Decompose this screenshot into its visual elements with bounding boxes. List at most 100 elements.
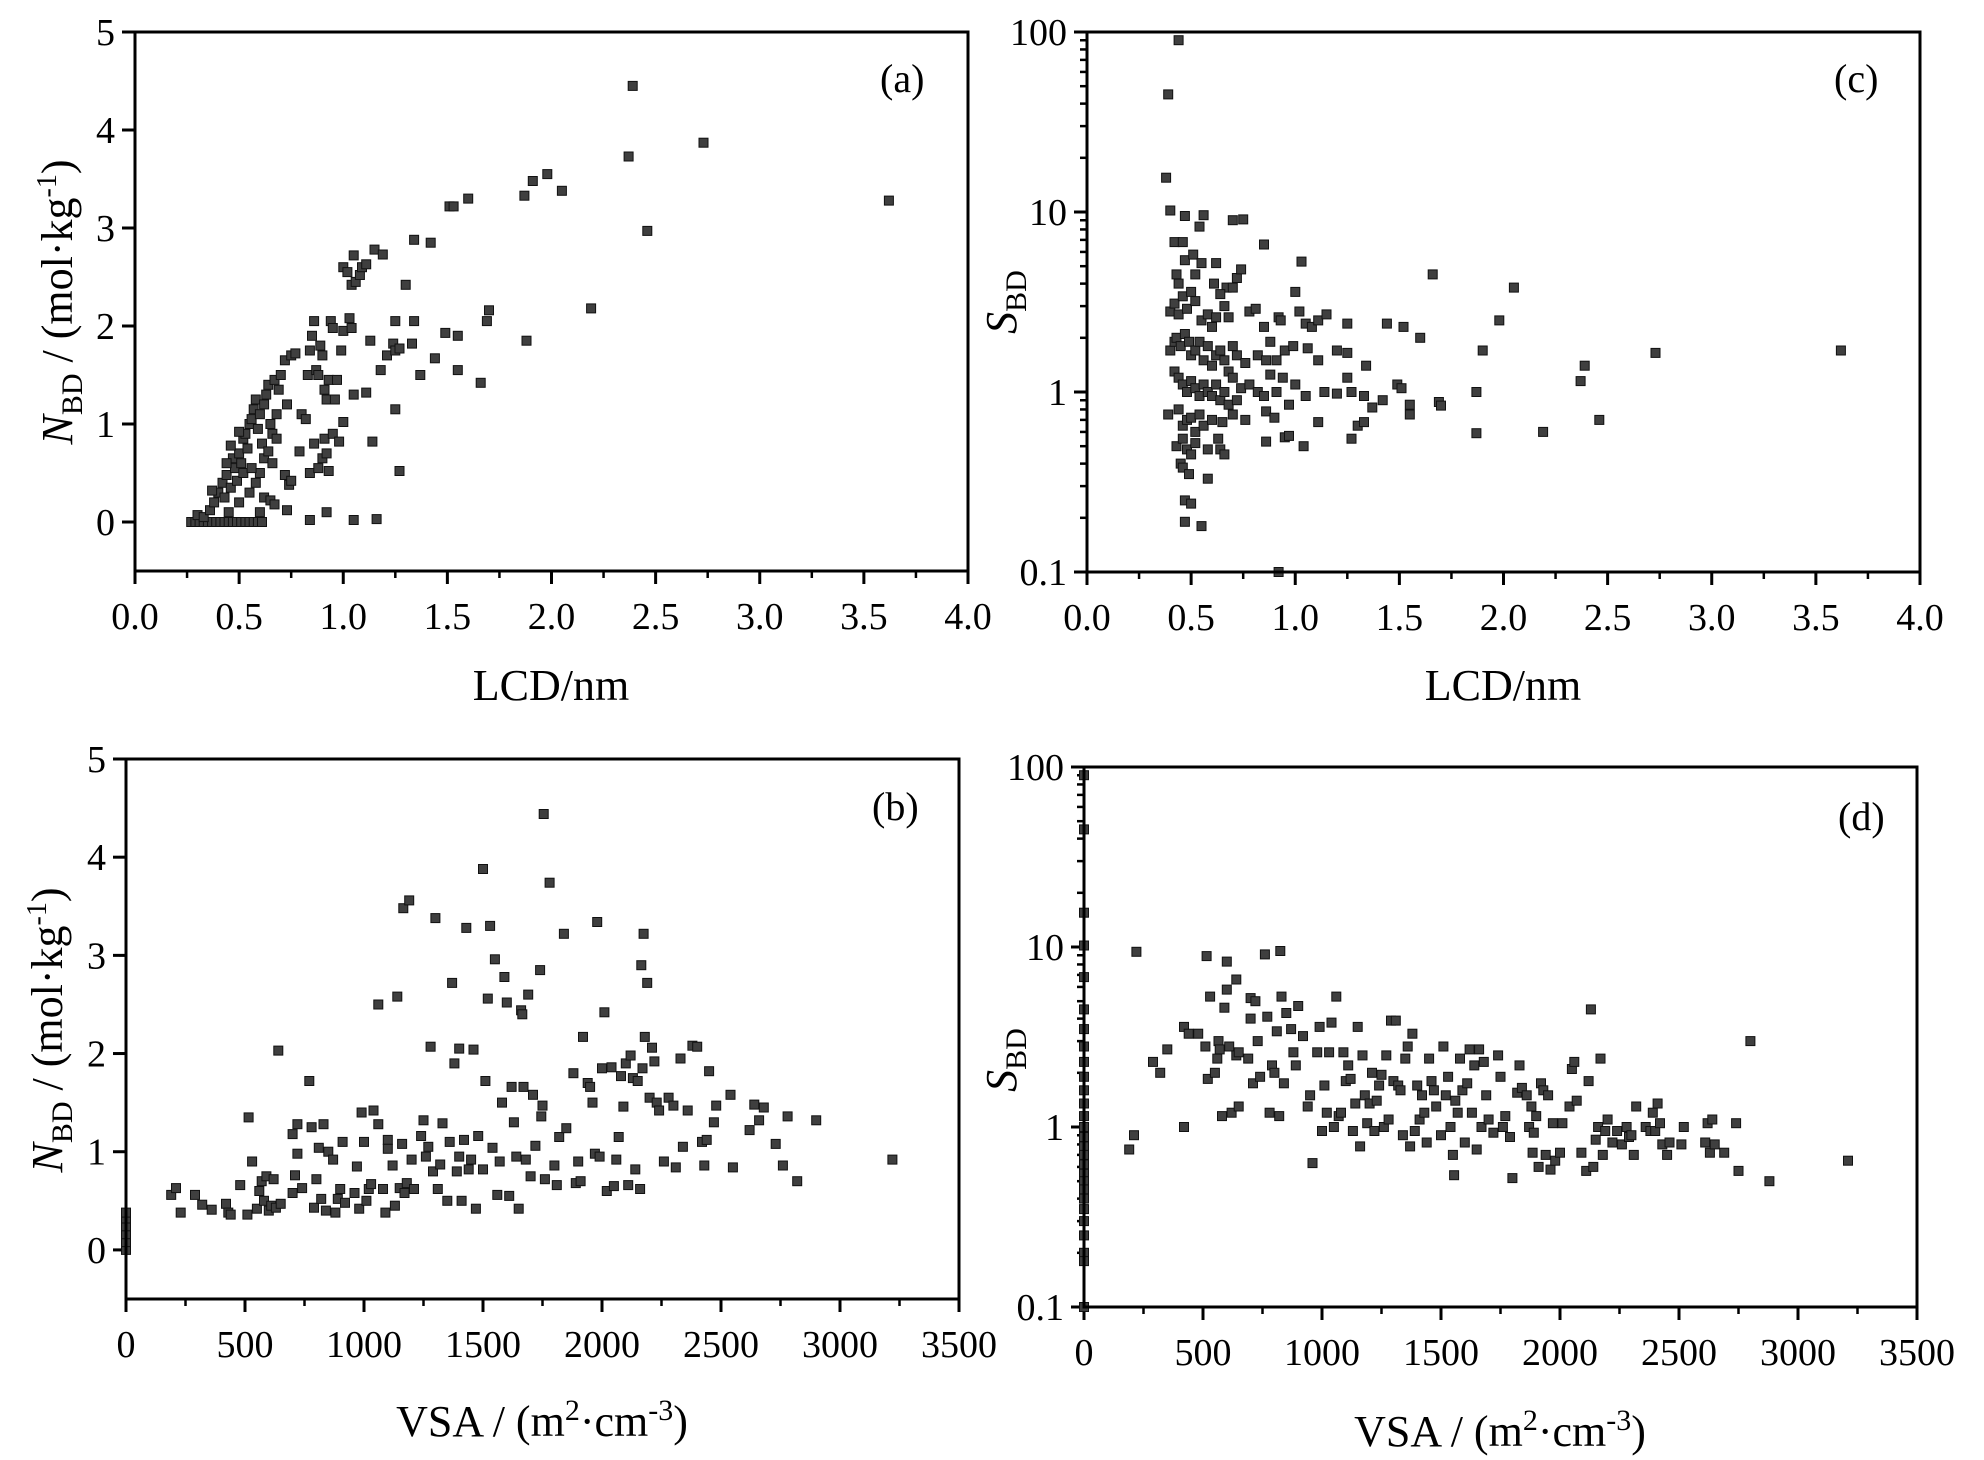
panel-b-point	[399, 1188, 410, 1198]
panel-b-point	[670, 1162, 681, 1173]
panel-d-point	[1462, 1078, 1473, 1089]
panel-b-point	[430, 913, 441, 924]
panel-a-xtick-label: 4.0	[944, 596, 992, 638]
panel-b-point	[473, 1131, 484, 1141]
panel-a-ticks: 0.0 0.5 1.0 1.5 2.0 2.5 3.0 3.5 4.0 0 1 2 3 4 5	[96, 12, 992, 638]
panel-d-point	[1745, 1036, 1756, 1047]
panel-b-xtick-label: 1500	[445, 1324, 521, 1366]
panel-d-point	[1652, 1098, 1663, 1109]
panel-d-point	[1602, 1114, 1613, 1125]
panel-a-point	[475, 377, 486, 388]
panel-b-point	[675, 1053, 686, 1064]
panel-d-point	[1336, 1107, 1346, 1118]
panel-d-point	[1707, 1114, 1718, 1125]
panel-a-point	[521, 335, 532, 346]
panel-b-point	[287, 1129, 298, 1140]
panel-a-xtick-label: 2.0	[528, 596, 576, 638]
panel-b-point	[758, 1102, 769, 1113]
panel-b-point	[658, 1156, 669, 1167]
panel-c-xtick-label: 1.0	[1272, 597, 1320, 639]
panel-d-point	[1278, 1078, 1289, 1089]
panel-b-point	[654, 1105, 665, 1116]
panel-c-point	[1300, 391, 1311, 401]
panel-c-point	[1198, 355, 1209, 366]
panel-d-point	[1576, 1147, 1587, 1158]
panel-d-point	[1676, 1139, 1687, 1150]
panel-d-point	[1419, 1107, 1430, 1118]
panel-b-point	[639, 1031, 650, 1042]
panel-b-point	[701, 1134, 712, 1145]
panel-a-point	[234, 448, 245, 459]
panel-a-point	[367, 436, 378, 447]
panel-b-ytick-label: 2	[87, 1034, 106, 1076]
panel-b-point	[463, 1164, 474, 1175]
panel-a-point	[313, 370, 324, 380]
panel-d-point	[1274, 1111, 1285, 1122]
panel-b-point	[197, 1199, 208, 1210]
panel-b-point	[337, 1136, 348, 1147]
panel-d-point	[1252, 1036, 1263, 1047]
panel-c-point	[1173, 278, 1184, 289]
panel-c-point	[1650, 347, 1661, 358]
panel-b-point	[608, 1181, 619, 1192]
panel-a-point	[234, 426, 245, 437]
panel-b-point	[175, 1207, 186, 1218]
panel-c-point	[1250, 303, 1261, 314]
panel-b-xtick-label: 2000	[564, 1324, 640, 1366]
panel-b-frame	[124, 757, 961, 1301]
panel-b-point	[478, 864, 488, 874]
panel-b-point	[575, 1176, 586, 1187]
panel-d-point	[1271, 1026, 1282, 1037]
panel-d-point	[1449, 1170, 1460, 1181]
panel-c-point	[1179, 255, 1190, 266]
panel-a-label: (a)	[880, 56, 924, 101]
panel-a-y-unit: / (mol·kg	[33, 197, 82, 373]
panel-d-point	[1447, 1149, 1458, 1160]
panel-c-point	[1231, 350, 1242, 361]
panel-b-point	[538, 809, 549, 819]
panel-a-point	[304, 345, 315, 356]
panel-c-point	[1231, 273, 1242, 283]
panel-c-point	[1265, 336, 1276, 347]
panel-c-xtick-label: 0.5	[1167, 597, 1215, 639]
panel-d-point	[1331, 991, 1342, 1002]
panel-d-point	[1597, 1149, 1608, 1160]
panel-c-point	[1188, 249, 1199, 260]
panel-a-point	[394, 343, 405, 354]
panel-d-point	[1521, 1090, 1532, 1101]
panel-b-ytick-label: 0	[87, 1230, 106, 1272]
panel-b-point	[304, 1076, 315, 1086]
panel-a-point	[452, 330, 463, 341]
panel-b-point	[636, 960, 647, 971]
panel-b-point	[292, 1119, 303, 1130]
panel-c-point	[1259, 239, 1269, 250]
panel-d-point	[1495, 1071, 1506, 1082]
panel-b-point	[647, 1042, 657, 1053]
panel-d-point	[1319, 1080, 1330, 1091]
panel-c-point	[1211, 379, 1222, 390]
panel-a-point	[259, 399, 270, 410]
panel-b-point	[536, 1111, 547, 1122]
panel-b-point	[349, 1188, 360, 1198]
panel-b-point	[416, 1131, 427, 1141]
panel-a-point	[407, 338, 417, 349]
panel-d-point	[1600, 1126, 1611, 1136]
panel-d-point	[1466, 1107, 1477, 1118]
panel-b-point	[528, 1089, 538, 1100]
panel-d-point	[1200, 1041, 1211, 1052]
panel-b-y-unit: / (mol·kg	[23, 925, 72, 1101]
panel-c-point	[1171, 269, 1182, 280]
panel-a-point	[329, 394, 340, 405]
panel-c-point	[1219, 449, 1230, 460]
panel-a-xtick-label: 2.5	[632, 596, 680, 638]
panel-b-point	[468, 1044, 479, 1055]
panel-d-point	[1616, 1139, 1627, 1150]
panel-a-point	[321, 394, 332, 405]
panel-d-point	[1564, 1101, 1575, 1112]
panel-c-point	[1271, 387, 1282, 397]
panel-a-point	[327, 323, 338, 333]
panel-a-x-title: LCD/nm	[473, 661, 629, 710]
panel-c-point	[1175, 341, 1186, 352]
panel-d-point	[1213, 1036, 1224, 1047]
panel-d-point	[1224, 1041, 1235, 1052]
